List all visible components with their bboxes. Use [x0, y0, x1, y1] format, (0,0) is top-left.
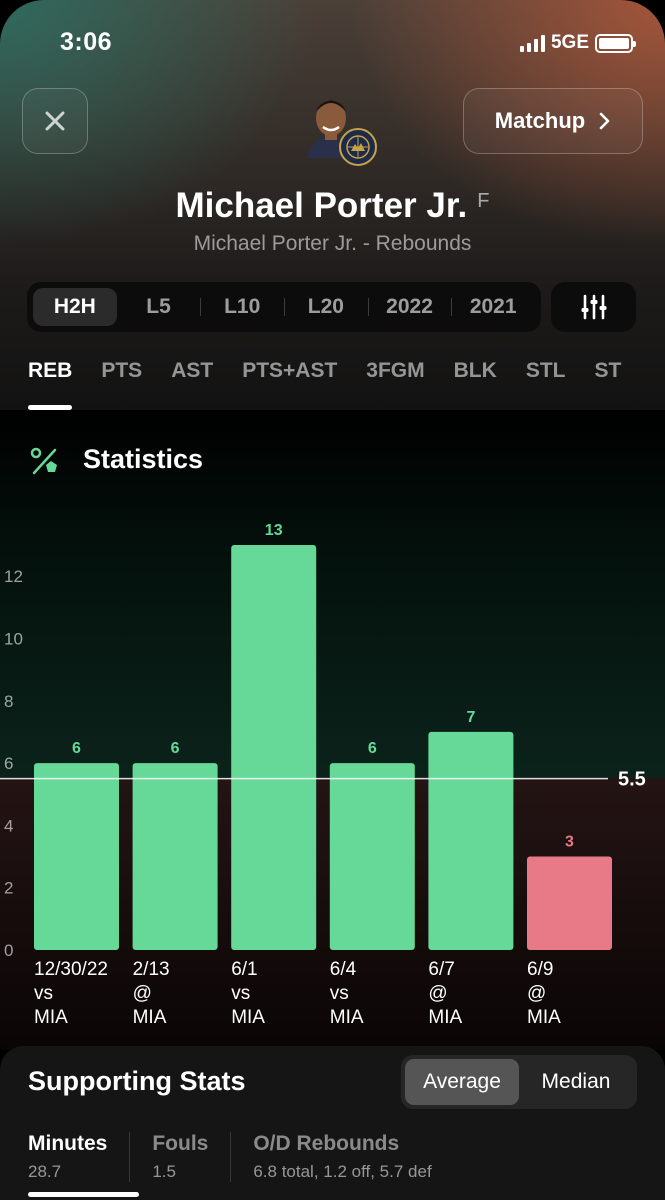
close-icon	[45, 111, 65, 131]
tab-ast[interactable]: AST	[171, 359, 214, 382]
bar-value-label: 6	[368, 740, 377, 757]
filter-button[interactable]	[551, 282, 636, 332]
metric-value: 1.5	[152, 1162, 176, 1181]
tab-pts-ast[interactable]: PTS+AST	[242, 359, 338, 382]
player-name: Michael Porter Jr. F	[0, 186, 665, 226]
matchup-button[interactable]: Matchup	[463, 88, 643, 154]
bar-value-label: 6	[72, 740, 81, 757]
bar	[428, 731, 514, 950]
x-tick-label: MIA	[527, 1007, 561, 1028]
sliders-icon	[581, 294, 606, 320]
tab-pts[interactable]: PTS	[101, 359, 143, 382]
y-tick-label: 12	[4, 567, 23, 586]
x-tick-label: @	[428, 983, 447, 1004]
close-button[interactable]	[22, 88, 88, 154]
supporting-metrics: Minutes 28.7 Fouls 1.5 O/D Rebounds 6.8 total…	[28, 1132, 476, 1197]
x-tick-label: 2/13	[133, 959, 170, 980]
tab-stl[interactable]: STL	[525, 359, 566, 382]
matchup-label: Matchup	[494, 108, 586, 133]
stat-tabs: REB PTS AST PTS+AST 3FGM BLK STL ST	[28, 356, 665, 410]
bar	[132, 763, 218, 950]
bar-value-label: 3	[565, 834, 574, 851]
x-tick-label: vs	[330, 983, 349, 1004]
x-tick-label: MIA	[231, 1007, 265, 1028]
tab-reb[interactable]: REB	[28, 356, 73, 410]
period-l5[interactable]: L5	[146, 295, 171, 318]
metric-label: Minutes	[28, 1132, 108, 1155]
signal-icon	[519, 34, 545, 52]
x-tick-label: 6/1	[231, 959, 257, 980]
period-l10[interactable]: L10	[200, 288, 284, 326]
tab-blk[interactable]: BLK	[453, 359, 497, 382]
metric-o-d-rebounds[interactable]: O/D Rebounds 6.8 total, 1.2 off, 5.7 def	[253, 1132, 453, 1182]
x-tick-label: MIA	[428, 1007, 462, 1028]
toggle-average[interactable]: Average	[405, 1059, 519, 1105]
period-h2h[interactable]: H2H	[33, 288, 117, 326]
y-tick-label: 6	[4, 754, 13, 773]
threshold-label: 5.5	[618, 769, 646, 791]
x-tick-label: MIA	[34, 1007, 68, 1028]
period-2022[interactable]: 2022	[367, 288, 452, 326]
x-tick-label: 6/4	[330, 959, 357, 980]
x-tick-label: MIA	[330, 1007, 364, 1028]
x-tick-label: 6/9	[527, 959, 553, 980]
x-tick-label: @	[133, 983, 152, 1004]
bar-value-label: 6	[171, 740, 180, 757]
y-tick-label: 0	[4, 941, 13, 960]
bar	[231, 545, 317, 950]
y-tick-label: 10	[4, 629, 23, 648]
rebounds-bar-chart: 0 2 4 6 8 10 12 6 12/30/22 vs MIA 6 2/13 @ MIA 13 6/1 vs M…	[0, 522, 646, 1028]
supporting-stats-title: Supporting Stats	[28, 1066, 246, 1096]
x-tick-label: MIA	[133, 1007, 167, 1028]
metric-value: 6.8 total, 1.2 off, 5.7 def	[253, 1162, 432, 1181]
toggle-median[interactable]: Median	[541, 1070, 611, 1093]
y-tick-label: 4	[4, 816, 13, 835]
status-indicators: 5GE	[519, 32, 636, 54]
prop-subtitle: Michael Porter Jr. - Rebounds	[193, 232, 472, 255]
bar	[527, 856, 612, 950]
tab-st[interactable]: ST	[594, 359, 622, 382]
metric-label: Fouls	[152, 1132, 209, 1155]
x-tick-label: 6/7	[428, 959, 454, 980]
tab-3fgm[interactable]: 3FGM	[366, 359, 425, 382]
x-tick-label: 12/30/22	[34, 959, 108, 980]
period-selector: H2H L5 L10 L20 2022 2021	[27, 282, 541, 332]
x-tick-label: vs	[231, 983, 250, 1004]
status-time: 3:06	[60, 28, 113, 56]
player-name-text: Michael Porter Jr.	[175, 186, 468, 225]
y-tick-label: 2	[4, 879, 13, 898]
bar-value-label: 7	[466, 709, 475, 726]
percent-icon	[30, 447, 57, 475]
period-2021[interactable]: 2021	[451, 288, 535, 326]
nuggets-logo-icon	[346, 135, 370, 159]
x-tick-label: vs	[34, 983, 53, 1004]
header-background	[0, 0, 665, 410]
team-logo	[339, 128, 377, 166]
metric-label: O/D Rebounds	[253, 1132, 400, 1155]
bar	[34, 763, 119, 950]
bar-value-label: 13	[265, 522, 283, 539]
network-type: 5GE	[550, 32, 589, 53]
player-position: F	[477, 190, 490, 212]
battery-icon	[595, 33, 636, 53]
average-median-toggle: Average Median	[401, 1055, 637, 1109]
x-tick-label: @	[527, 983, 546, 1004]
statistics-title: Statistics	[83, 444, 204, 474]
metric-fouls[interactable]: Fouls 1.5	[152, 1132, 232, 1182]
bar	[329, 763, 415, 950]
metric-minutes[interactable]: Minutes 28.7	[28, 1132, 140, 1197]
metric-value: 28.7	[28, 1162, 62, 1181]
supporting-stats-panel: Supporting Stats Average Median Minutes 28…	[0, 1046, 665, 1200]
chevron-right-icon	[599, 112, 610, 130]
y-tick-label: 8	[4, 692, 13, 711]
period-l20[interactable]: L20	[284, 288, 368, 326]
